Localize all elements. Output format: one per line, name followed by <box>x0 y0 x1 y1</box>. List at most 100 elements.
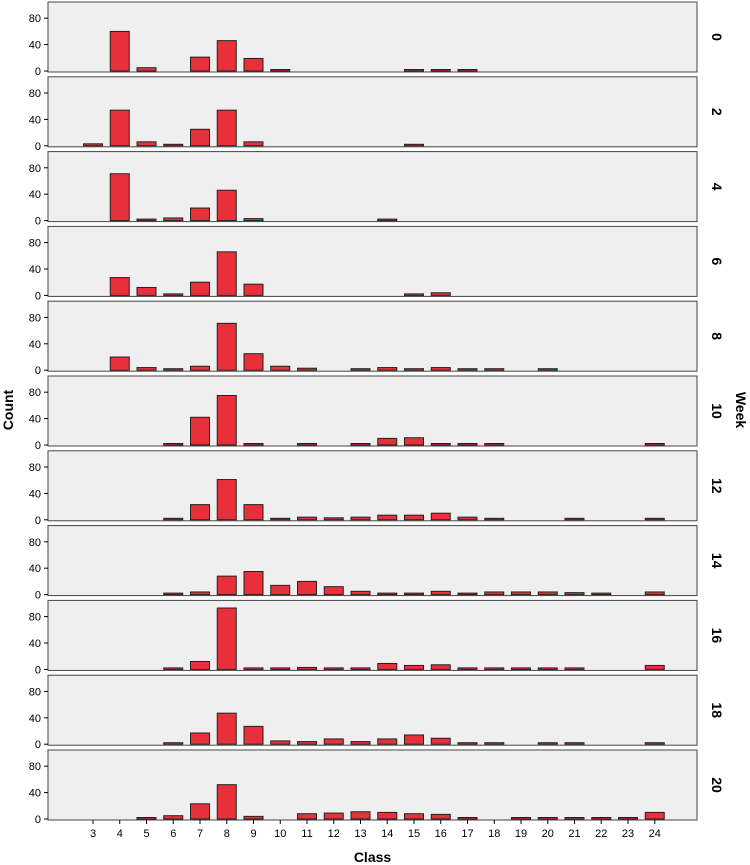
bar-week-2-class-15 <box>404 143 424 147</box>
bar-week-10-class-6 <box>163 443 184 446</box>
bar-week-0-class-5 <box>136 67 157 72</box>
x-tick-label: 13 <box>354 828 366 840</box>
y-tick-label: 40 <box>29 788 41 800</box>
facet-label: 0 <box>709 33 725 41</box>
bar-week-16-class-15 <box>404 664 424 670</box>
y-tick-label: 80 <box>29 612 41 624</box>
panel-week-12: 0 40 80 12 <box>29 450 725 527</box>
facet-label: 6 <box>709 258 725 266</box>
bar-week-16-class-7 <box>190 660 210 670</box>
bar-week-6-class-6 <box>163 293 184 296</box>
bar-week-16-class-21 <box>564 667 585 670</box>
y-tick-label: 0 <box>35 664 41 676</box>
bar-week-12-class-9 <box>243 504 264 521</box>
bar-week-6-class-15 <box>404 293 424 296</box>
bar-week-20-class-12 <box>323 812 344 820</box>
bar-week-14-class-18 <box>484 591 505 596</box>
bar-week-4-class-4 <box>109 173 130 222</box>
x-tick-label: 8 <box>224 828 230 840</box>
bar-week-8-class-16 <box>430 367 451 371</box>
y-tick-label: 0 <box>35 590 41 602</box>
panel-background <box>47 225 698 297</box>
bar-week-16-class-18 <box>484 667 505 670</box>
y-tick-label: 80 <box>29 462 41 474</box>
bar-week-14-class-14 <box>377 592 398 596</box>
bar-week-4-class-8 <box>216 189 237 222</box>
bar-week-16-class-17 <box>457 667 478 670</box>
bar-week-4-class-6 <box>163 217 184 222</box>
bar-week-16-class-24 <box>644 664 665 670</box>
facet-label: 4 <box>709 183 725 191</box>
bar-week-18-class-14 <box>377 738 398 745</box>
bar-week-18-class-15 <box>404 734 424 745</box>
facet-label: 12 <box>709 478 725 494</box>
y-tick-label: 40 <box>29 414 41 426</box>
bar-week-8-class-15 <box>404 368 424 371</box>
facet-label: 16 <box>709 628 725 644</box>
y-tick-label: 0 <box>35 814 41 826</box>
x-tick-label: 4 <box>117 828 123 840</box>
bar-week-20-class-22 <box>591 817 612 820</box>
panel-background <box>47 599 698 671</box>
bar-week-0-class-15 <box>404 69 424 72</box>
y-axis-title: Count <box>0 389 16 430</box>
bar-week-14-class-17 <box>457 592 478 596</box>
bar-week-16-class-6 <box>163 667 184 670</box>
bar-week-12-class-8 <box>216 479 237 521</box>
panel-week-6: 0 40 80 6 <box>29 225 725 302</box>
panel-background <box>47 450 698 522</box>
panel-background <box>47 749 698 821</box>
bar-week-4-class-5 <box>136 218 157 222</box>
y-tick-label: 80 <box>29 163 41 175</box>
bar-week-12-class-21 <box>564 517 585 521</box>
bar-week-20-class-11 <box>297 813 317 820</box>
bar-week-12-class-18 <box>484 517 505 521</box>
x-tick-label: 18 <box>488 828 500 840</box>
x-tick-label: 10 <box>274 828 286 840</box>
bar-week-16-class-12 <box>323 667 344 670</box>
bar-week-18-class-11 <box>297 741 317 745</box>
bar-week-8-class-6 <box>163 368 184 371</box>
y-tick-label: 0 <box>35 739 41 751</box>
bar-week-18-class-10 <box>270 740 291 745</box>
bar-week-20-class-15 <box>404 813 424 820</box>
y-tick-label: 40 <box>29 40 41 52</box>
facet-label: 18 <box>709 702 725 718</box>
bar-week-10-class-15 <box>404 437 424 446</box>
panel-week-20: 0 40 80 20 <box>29 749 725 826</box>
bar-week-6-class-4 <box>109 277 130 296</box>
bar-week-4-class-14 <box>377 218 398 222</box>
bar-week-0-class-8 <box>216 40 237 72</box>
bar-week-2-class-4 <box>109 109 130 147</box>
y-tick-label: 40 <box>29 189 41 201</box>
bar-week-10-class-13 <box>350 443 371 446</box>
y-tick-label: 0 <box>35 440 41 452</box>
bar-week-12-class-12 <box>323 517 344 521</box>
panel-week-16: 0 40 80 16 <box>29 599 725 676</box>
bar-week-16-class-8 <box>216 607 237 670</box>
x-tick-label: 23 <box>622 828 634 840</box>
bar-week-14-class-10 <box>270 584 291 596</box>
bar-week-20-class-19 <box>511 817 531 820</box>
panel-week-14: 0 40 80 14 <box>29 525 725 602</box>
bar-week-2-class-6 <box>163 143 184 147</box>
bar-week-18-class-6 <box>163 742 184 745</box>
facet-axis-title: Week <box>733 392 749 429</box>
bar-week-16-class-10 <box>270 667 291 670</box>
bar-week-20-class-21 <box>564 817 585 820</box>
bar-week-20-class-20 <box>537 817 558 820</box>
x-tick-label: 20 <box>542 828 554 840</box>
bar-week-16-class-19 <box>511 667 531 670</box>
y-tick-label: 40 <box>29 488 41 500</box>
bar-week-18-class-20 <box>537 742 558 745</box>
panel-background <box>47 1 698 73</box>
bar-week-10-class-18 <box>484 443 505 446</box>
bar-week-14-class-22 <box>591 592 612 596</box>
bar-week-16-class-16 <box>430 664 451 670</box>
bar-week-18-class-16 <box>430 737 451 745</box>
y-tick-label: 40 <box>29 563 41 575</box>
panel-background <box>47 300 698 372</box>
bar-week-20-class-14 <box>377 811 398 820</box>
bar-week-14-class-19 <box>511 591 531 596</box>
